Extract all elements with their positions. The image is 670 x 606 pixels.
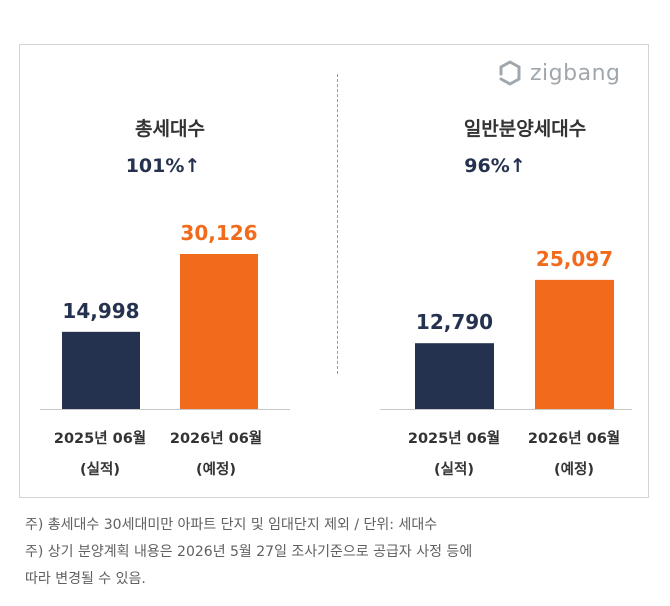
- chart-card: [19, 44, 649, 498]
- x-tick-label: (실적): [434, 460, 474, 478]
- panel-divider: [337, 74, 338, 374]
- data-label: 14,998: [62, 299, 139, 323]
- zigbang-logo: zigbang: [496, 58, 620, 88]
- footnote-2: 주) 상기 분양계획 내용은 2026년 5월 27일 조사기준으로 공급자 사…: [25, 544, 473, 560]
- bar: [180, 254, 258, 409]
- bar: [62, 331, 140, 409]
- footnote-3: 따라 변경될 수 있음.: [25, 571, 146, 587]
- x-tick-label: 2026년 06월: [170, 430, 262, 447]
- data-label: 12,790: [416, 310, 493, 334]
- zigbang-logo-icon: [499, 60, 521, 86]
- data-label: 30,126: [180, 221, 257, 245]
- x-tick-label: 2025년 06월: [408, 430, 500, 447]
- data-label: 25,097: [536, 247, 613, 271]
- panel-title-total: 총세대수: [135, 118, 205, 140]
- bar: [535, 279, 614, 409]
- panel-title-general-sale: 일반분양세대수: [463, 118, 587, 140]
- growth-general-sale: 96%↑: [464, 155, 526, 177]
- bar: [415, 343, 494, 409]
- footnotes: 주) 총세대수 30세대미만 아파트 단지 및 임대단지 제외 / 단위: 세대…: [25, 512, 655, 593]
- x-tick-label: 2026년 06월: [528, 430, 620, 447]
- x-tick-label: (예정): [554, 460, 594, 478]
- x-tick-label: (실적): [80, 460, 120, 478]
- logo-text: zigbang: [530, 60, 621, 86]
- x-tick-label: 2025년 06월: [54, 430, 146, 447]
- footnote-1: 주) 총세대수 30세대미만 아파트 단지 및 임대단지 제외 / 단위: 세대…: [25, 517, 438, 533]
- growth-total: 101%↑: [125, 155, 201, 177]
- x-tick-label: (예정): [196, 460, 236, 478]
